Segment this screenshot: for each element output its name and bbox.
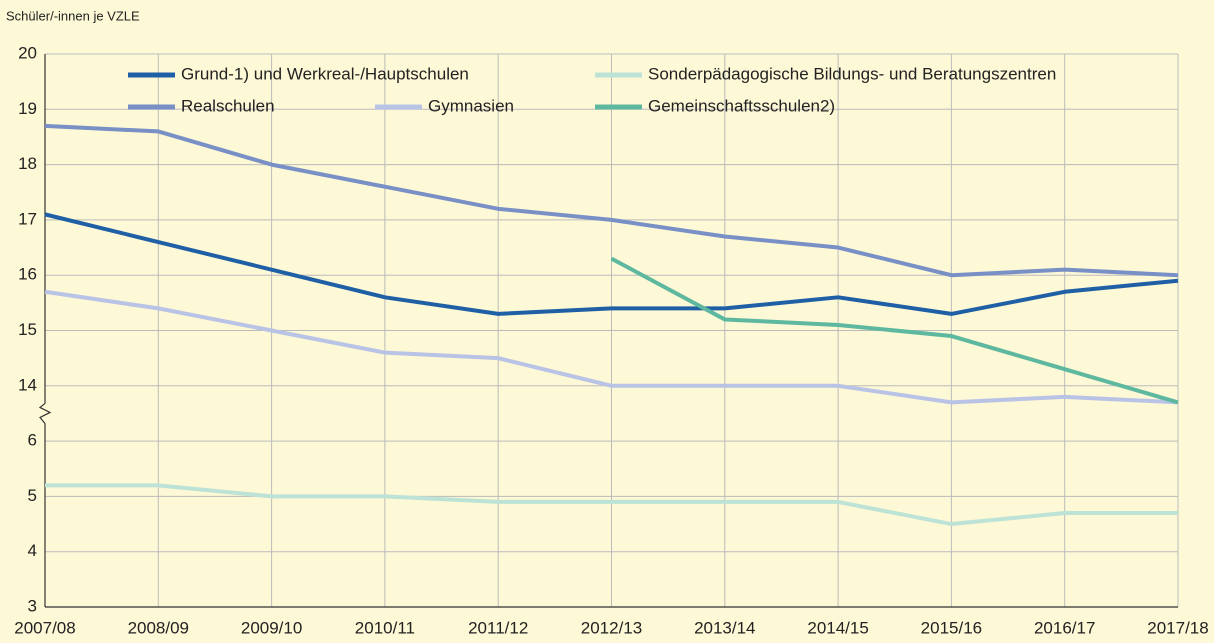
y-tick-label: 4	[28, 541, 37, 560]
axis-break	[38, 402, 52, 424]
series-line	[44, 289, 1179, 405]
y-tick-label: 16	[18, 265, 37, 284]
series-line	[44, 212, 1179, 316]
x-tick-label: 2009/10	[241, 618, 302, 637]
x-tick-label: 2012/13	[581, 618, 642, 637]
y-tick-label: 14	[18, 375, 37, 394]
x-tick-label: 2011/12	[468, 618, 528, 637]
x-tick-label: 2010/11	[355, 618, 415, 637]
x-tick-label: 2016/17	[1034, 618, 1095, 637]
x-tick-label: 2007/08	[14, 618, 75, 637]
x-tick-label: 2013/14	[694, 618, 755, 637]
x-tick-label: 2015/16	[921, 618, 982, 637]
y-tick-label: 20	[18, 43, 37, 62]
x-tick-label: 2017/18	[1147, 618, 1208, 637]
x-tick-label: 2008/09	[128, 618, 189, 637]
y-tick-label: 18	[18, 154, 37, 173]
y-tick-label: 5	[28, 486, 37, 505]
series-line	[610, 256, 1179, 405]
y-axis-label: Schüler/-innen je VZLE	[6, 8, 140, 23]
y-tick-label: 6	[28, 431, 37, 450]
y-tick-label: 3	[28, 596, 37, 615]
legend-label: Gemeinschaftsschulen2)	[648, 96, 835, 115]
y-tick-label: 15	[18, 320, 37, 339]
x-tick-label: 2014/15	[807, 618, 868, 637]
legend-label: Grund-1) und Werkreal-/Hauptschulen	[181, 64, 469, 83]
legend-label: Sonderpädagogische Bildungs- und Beratun…	[648, 64, 1056, 83]
series-line	[44, 123, 1179, 278]
legend-label: Gymnasien	[428, 96, 514, 115]
y-tick-label: 19	[18, 99, 37, 118]
series-line	[45, 483, 1178, 527]
legend-label: Realschulen	[181, 96, 275, 115]
y-tick-label: 17	[18, 209, 37, 228]
